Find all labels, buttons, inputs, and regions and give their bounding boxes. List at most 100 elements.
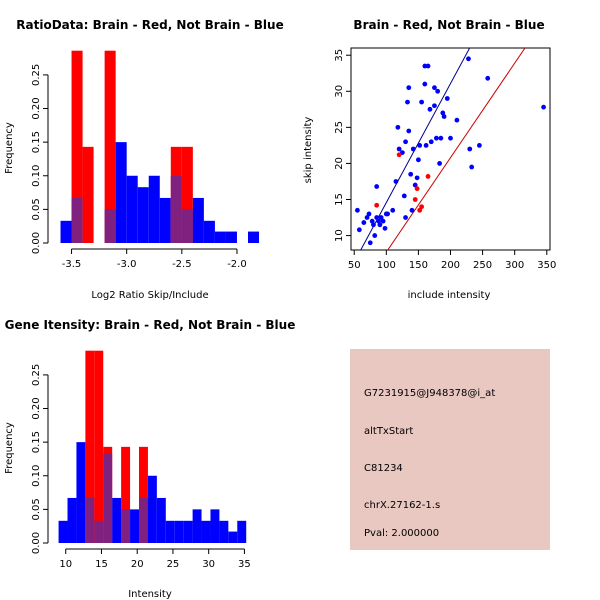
intensity-y-tick-label: 0.00	[31, 532, 42, 554]
ratio-bar-blue	[148, 175, 160, 243]
intensity-bar-blue	[219, 520, 229, 543]
intensity-bar-red	[85, 350, 95, 543]
ratio-bar-blue	[60, 220, 72, 243]
ratio-bar-red	[104, 50, 116, 244]
scatter-point-not-brain	[541, 104, 546, 110]
scatter-point-not-brain	[432, 103, 437, 109]
scatter-y-tick-label: 15	[334, 193, 345, 206]
scatter-point-not-brain	[364, 215, 370, 220]
scatter-point-not-brain	[423, 142, 429, 148]
scatter-point-brain	[425, 174, 431, 179]
scatter-point-not-brain	[419, 99, 425, 105]
scatter-point-not-brain	[367, 240, 373, 246]
scatter-point-not-brain	[466, 56, 471, 62]
scatter-point-not-brain	[401, 193, 407, 199]
ratio-y-tick-label: 0.10	[31, 165, 42, 187]
intensity-bar-blue	[165, 520, 175, 543]
intensity-x-tick-label: 10	[59, 559, 72, 570]
ratio-bar-overlap	[104, 209, 116, 243]
scatter-point-not-brain	[422, 81, 428, 87]
ratio-bar-blue	[214, 231, 226, 243]
scatter-point-not-brain	[374, 215, 380, 220]
intensity-bar-red	[94, 350, 104, 543]
intensity-bar-overlap	[121, 509, 131, 543]
scatter-x-tick-label: 250	[473, 260, 492, 271]
scatter-point-not-brain	[393, 179, 399, 184]
scatter-point-not-brain	[405, 99, 410, 105]
intensity-y-tick-label: 0.20	[31, 397, 42, 419]
intensity-bar-overlap	[138, 497, 148, 543]
intensity-bar-blue	[192, 509, 202, 543]
intensity-bar-blue	[130, 509, 139, 543]
scatter-point-not-brain	[408, 171, 414, 177]
ratio-y-tick-label: 0.15	[31, 131, 42, 153]
scatter-point-not-brain	[410, 146, 416, 152]
intensity-bar-blue	[76, 442, 86, 543]
scatter-point-not-brain	[369, 218, 375, 224]
intensity-y-tick-label: 0.15	[31, 431, 42, 453]
scatter-point-not-brain	[444, 96, 450, 101]
ratio-bar-blue	[137, 187, 149, 243]
event-type: altTxStart	[364, 426, 413, 437]
scatter-point-not-brain	[382, 225, 388, 231]
scatter-x-tick-label: 100	[377, 260, 396, 271]
intensity-x-tick-label: 20	[131, 559, 144, 570]
ratio-title: RatioData: Brain - Red, Not Brain - Blue	[16, 18, 283, 32]
scatter-point-not-brain	[438, 135, 444, 141]
scatter-ylabel: skip intensity	[303, 117, 314, 184]
intensity-x-tick-label: 15	[95, 559, 108, 570]
ratio-bar-blue	[225, 231, 237, 243]
scatter-x-tick-label: 300	[505, 260, 524, 271]
ratio-bar-blue	[248, 231, 260, 243]
intensity-histogram: Gene Itensity: Brain - Red, Not Brain - …	[4, 318, 295, 600]
scatter-point-not-brain	[440, 110, 446, 116]
scatter-point-brain	[417, 207, 423, 213]
ratio-x-tick-label: -3.0	[117, 259, 137, 270]
scatter-point-not-brain	[414, 175, 420, 181]
ratio-x-tick-label: -3.5	[62, 259, 82, 270]
intensity-y-tick-label: 0.05	[31, 498, 42, 520]
ratio-histogram: RatioData: Brain - Red, Not Brain - Blue…	[4, 18, 284, 301]
ratio-bar-overlap	[181, 209, 193, 243]
probe-id: G7231915@J948378@i_at	[364, 388, 495, 399]
scatter-point-not-brain	[396, 146, 402, 152]
scatter-x-tick-label: 200	[441, 260, 460, 271]
intensity-y-tick-label: 0.25	[31, 364, 42, 386]
intensity-bar-overlap	[94, 520, 104, 543]
scatter-point-not-brain	[372, 233, 378, 238]
intensity-bar-blue	[156, 497, 166, 543]
intensity-bar-blue	[210, 509, 220, 543]
scatter-point-not-brain	[433, 135, 439, 141]
intensity-bar-blue	[112, 497, 122, 543]
intensity-bar-blue	[147, 475, 157, 543]
intensity-bar-blue	[183, 520, 193, 543]
ratio-bar-red	[71, 50, 83, 244]
scatter-point-not-brain	[454, 117, 460, 123]
scatter-point-not-brain	[366, 211, 372, 217]
intensity-bar-red	[138, 446, 148, 543]
ratio-y-tick-label: 0.25	[31, 64, 42, 86]
scatter-marks	[355, 48, 546, 250]
scatter-point-not-brain	[374, 184, 380, 189]
ratio-y-tick-label: 0.20	[31, 97, 42, 119]
scatter-point-not-brain	[441, 114, 447, 119]
pval: Pval: 2.000000	[364, 528, 439, 539]
scatter-point-not-brain	[432, 85, 437, 91]
scatter-point-not-brain	[416, 157, 421, 163]
scatter-x-tick-label: 350	[537, 260, 556, 271]
ratio-x-tick-label: -2.5	[172, 259, 192, 270]
ratio-y-tick-label: 0.05	[31, 198, 42, 220]
scatter-point-not-brain	[425, 63, 431, 69]
intensity-bar-red	[121, 446, 131, 543]
ratio-bar-blue	[126, 175, 138, 243]
scatter-point-brain	[412, 197, 418, 202]
scatter-point-brain	[414, 186, 420, 192]
scatter-point-not-brain	[412, 182, 418, 188]
scatter-point-not-brain	[390, 207, 396, 213]
scatter-point-brain	[396, 152, 402, 158]
intensity-x-tick-label: 35	[238, 559, 251, 570]
intensity-title: Gene Itensity: Brain - Red, Not Brain - …	[5, 318, 296, 332]
scatter-point-not-brain	[380, 218, 386, 224]
intensity-ylabel: Frequency	[4, 422, 15, 474]
